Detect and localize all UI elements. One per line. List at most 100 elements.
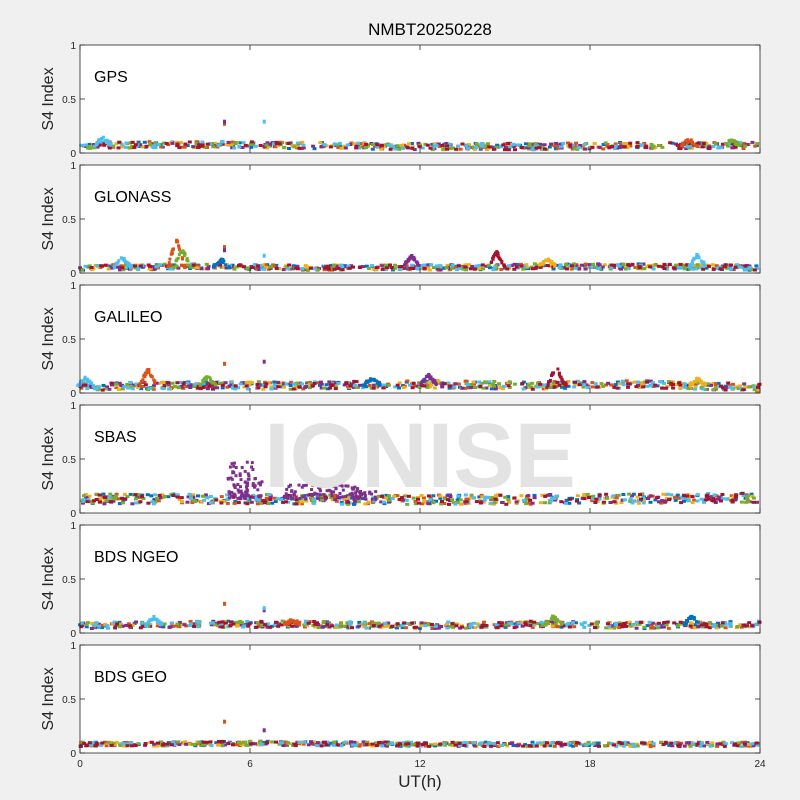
data-point: [295, 145, 300, 149]
data-point: [735, 625, 740, 628]
data-point: [604, 492, 609, 496]
outlier-points: [223, 719, 266, 733]
data-point: [404, 742, 409, 746]
data-point: [308, 493, 313, 497]
data-point: [382, 495, 386, 499]
data-point: [463, 386, 468, 390]
data-point: [183, 266, 187, 270]
data-point: [345, 621, 350, 625]
data-point: [729, 140, 733, 144]
data-point: [685, 494, 690, 498]
data-point: [344, 484, 348, 488]
data-point: [203, 493, 208, 497]
data-point: [244, 485, 248, 489]
data-point: [243, 480, 247, 484]
data-point: [140, 495, 144, 498]
data-point: [383, 740, 388, 744]
data-point: [499, 145, 504, 149]
data-point: [246, 624, 251, 628]
data-point: [573, 266, 578, 270]
data-point: [219, 495, 224, 499]
data-point: [687, 616, 691, 620]
data-point: [662, 267, 667, 271]
data-point: [497, 255, 501, 259]
data-point: [354, 491, 358, 495]
data-point: [693, 387, 698, 391]
data-point: [700, 382, 704, 386]
data-point: [701, 142, 706, 145]
data-point: [744, 624, 749, 628]
data-point: [130, 744, 134, 748]
data-point: [236, 501, 241, 505]
data-point: [497, 382, 501, 386]
data-point: [89, 627, 94, 630]
data-point: [425, 263, 430, 267]
data-point: [170, 381, 175, 385]
data-point: [438, 268, 443, 272]
data-point: [336, 266, 341, 270]
data-point: [356, 487, 360, 491]
data-point: [484, 264, 489, 268]
data-point: [395, 622, 400, 626]
data-point: [548, 499, 553, 503]
data-point: [125, 383, 130, 386]
data-point: [141, 497, 146, 500]
data-point: [546, 384, 550, 388]
data-point: [752, 268, 757, 272]
data-point: [92, 499, 97, 503]
data-point: [620, 381, 625, 385]
data-point: [547, 257, 550, 261]
data-point: [175, 385, 180, 389]
data-point: [688, 744, 693, 748]
data-point: [167, 387, 172, 391]
data-point: [230, 140, 235, 144]
data-point: [209, 378, 212, 382]
data-point: [477, 263, 482, 267]
data-point: [274, 620, 278, 624]
data-point: [561, 624, 566, 628]
data-point: [692, 624, 697, 628]
data-point: [726, 381, 731, 385]
data-point: [350, 743, 355, 747]
data-point: [302, 740, 307, 744]
data-point: [220, 743, 225, 747]
data-point: [648, 265, 653, 269]
data-point: [545, 741, 549, 745]
data-point: [300, 485, 304, 489]
data-point: [309, 741, 314, 745]
data-point: [747, 742, 751, 746]
data-point: [349, 492, 352, 496]
data-point: [734, 142, 738, 146]
data-point: [308, 381, 312, 385]
data-point: [397, 265, 402, 269]
data-point: [551, 371, 554, 375]
data-point: [410, 386, 415, 390]
data-point: [673, 498, 678, 502]
data-point: [116, 146, 121, 150]
data-point: [105, 385, 109, 389]
data-point: [236, 386, 241, 390]
data-point: [284, 492, 288, 496]
data-point: [538, 142, 543, 146]
data-point: [495, 626, 500, 629]
data-point: [385, 266, 389, 270]
data-point: [693, 143, 697, 147]
data-point: [443, 497, 448, 501]
data-point: [521, 387, 526, 391]
data-point: [284, 500, 288, 504]
data-point: [605, 143, 610, 146]
data-point: [447, 142, 452, 146]
data-point: [688, 144, 693, 148]
data-point: [142, 140, 147, 144]
data-point: [376, 381, 379, 385]
data-point: [730, 138, 734, 142]
data-point: [153, 500, 158, 504]
data-point: [81, 498, 86, 502]
data-point: [301, 146, 306, 150]
data-point: [690, 262, 694, 266]
data-point: [82, 741, 87, 745]
data-point: [412, 625, 417, 629]
data-point: [737, 141, 741, 145]
